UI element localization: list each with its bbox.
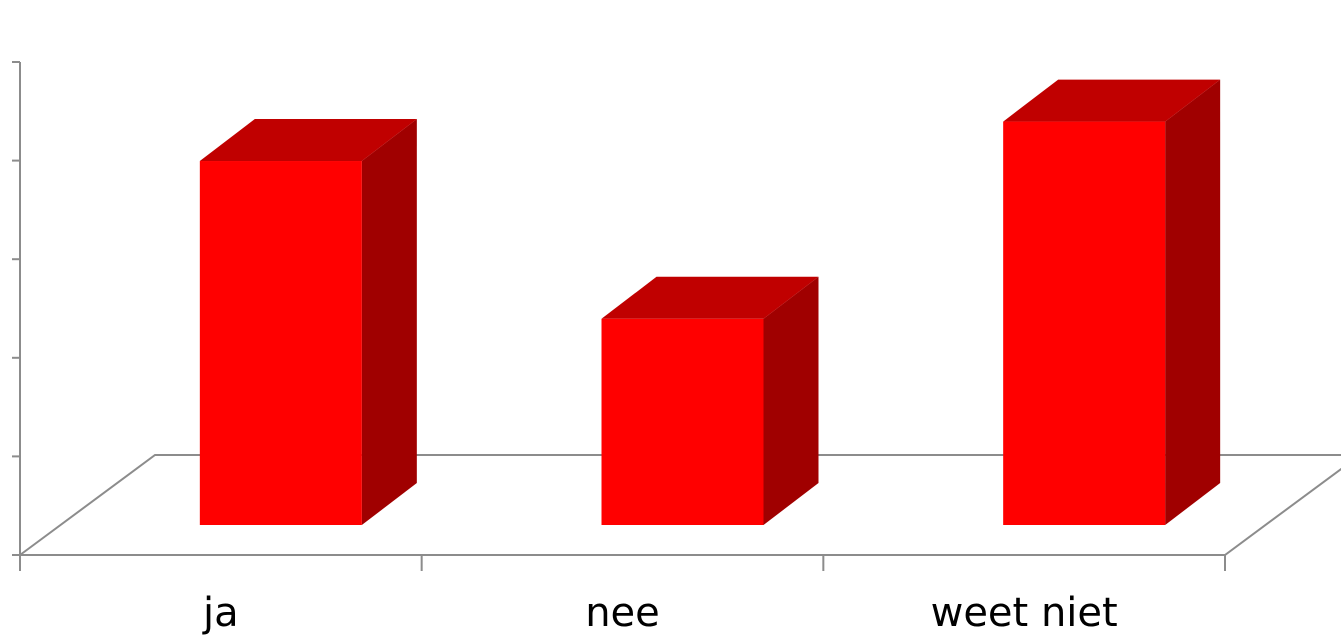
bar-side-weet-niet [1165, 79, 1221, 525]
bar-top-weet-niet [1003, 79, 1221, 122]
bar-side-nee [763, 276, 819, 525]
x-tick-label: weet niet [931, 590, 1118, 636]
bar-side-ja [361, 119, 417, 526]
bar-weet-niet [1003, 121, 1166, 525]
x-tick-label: nee [585, 590, 660, 636]
bar-top-nee [601, 276, 819, 319]
x-tick-label: ja [202, 590, 239, 636]
bar-ja [199, 161, 362, 525]
bar-nee [601, 318, 764, 525]
bar-top-ja [199, 119, 417, 162]
